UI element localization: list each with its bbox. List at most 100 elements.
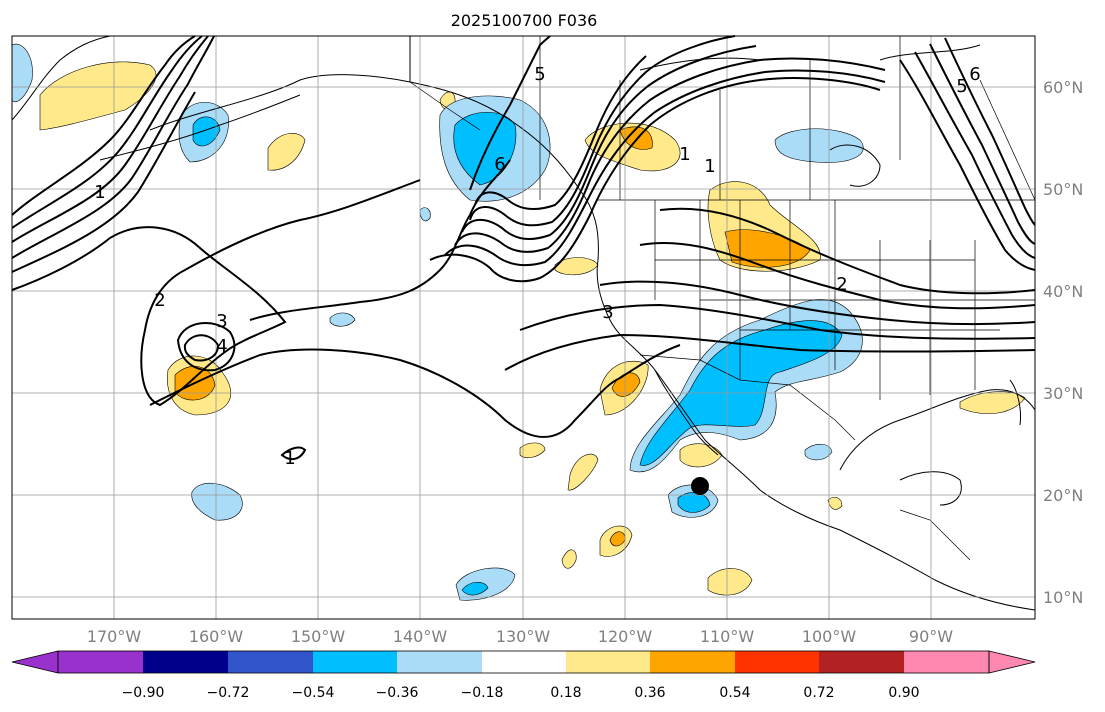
contour-ridge-5: [469, 35, 736, 227]
contour-west-jet-3: [11, 35, 209, 243]
negative-anomaly-small-pacific: [329, 312, 356, 327]
colorbar-tick-label: −0.18: [461, 685, 504, 701]
contour-big-loop: [149, 344, 681, 438]
colorbar-segment: [819, 651, 905, 673]
lon-tick-label: 140°W: [393, 627, 448, 646]
contour-ne-trough-1: [899, 59, 1036, 271]
negative-anomaly-tropics-core: [461, 581, 489, 596]
colorbar-under-extension: [11, 650, 59, 674]
lat-tick-label: 40°N: [1043, 282, 1083, 301]
colorbar-tick-label: 0.18: [550, 685, 581, 701]
positive-anomaly-small-1: [519, 442, 546, 459]
lon-tick-label: 120°W: [598, 627, 653, 646]
colorbar-tick-label: 0.54: [719, 685, 750, 701]
kamchatka: [11, 35, 111, 121]
colorbar-over-extension: [988, 650, 1036, 674]
colorbar-segment: [228, 651, 314, 673]
colorbar-segment: [397, 651, 483, 673]
colorbar-tick-label: −0.36: [376, 685, 419, 701]
contour-ridge-6: [474, 55, 647, 211]
contour-ne-trough-3: [929, 43, 1036, 245]
canada-provinces: [539, 36, 1036, 201]
coastlines: [11, 35, 1036, 611]
contour-label: 1: [704, 156, 715, 177]
contour-labels: 1 1 1 2 2 3 3 4 5 5 6 6 1: [94, 64, 980, 469]
contour-east-2: [639, 242, 1036, 310]
contour-closed-low-inner: [183, 334, 220, 362]
central-america: [899, 509, 971, 561]
contour-label: 2: [836, 274, 847, 295]
contour-east-1: [659, 207, 1036, 295]
colorbar-labels: −0.90 −0.72 −0.54 −0.36 −0.18 0.18 0.36 …: [122, 685, 920, 701]
baja-peninsula: [654, 369, 719, 456]
lon-tick-label: 110°W: [700, 627, 755, 646]
contour-label: 3: [602, 302, 613, 323]
gulf-of-mexico-coast: [839, 389, 1036, 471]
us-mexico-border: [639, 354, 856, 441]
political-borders: [409, 36, 1036, 561]
negative-anomaly-hudson: [774, 128, 864, 163]
colorbar-segment: [735, 651, 821, 673]
yucatan: [899, 471, 962, 506]
lon-tick-label: 100°W: [802, 627, 857, 646]
lat-tick-label: 10°N: [1043, 588, 1083, 607]
longitude-axis: 170°W 160°W 150°W 140°W 130°W 120°W 110°…: [87, 627, 953, 646]
positive-anomaly-small-3: [827, 497, 843, 510]
contour-alaska-loop: [469, 35, 551, 191]
colorbar-segment: [143, 651, 229, 673]
hudson-bay: [829, 144, 881, 187]
contour-ridge-4: [461, 45, 757, 241]
contour-hawaii-small: [280, 446, 307, 461]
colorbar-frame: [57, 650, 990, 674]
alaska-coast: [149, 74, 599, 261]
contour-label: 1: [679, 144, 690, 165]
colorbar-tick-label: 0.90: [888, 685, 919, 701]
colorbar-tick-label: 0.36: [634, 685, 665, 701]
positive-anomaly-bc-core: [619, 126, 653, 150]
colorbar-tick-label: −0.72: [207, 685, 250, 701]
negative-anomaly-aleutian-core: [192, 116, 221, 147]
contour-label: 2: [154, 290, 165, 311]
colorbar-segment: [58, 651, 144, 673]
contours: [11, 35, 1036, 461]
contour-ne-trough-2: [914, 51, 1036, 259]
contour-west-jet-5: [11, 91, 196, 273]
map-panel: 1 1 1 2 2 3 3 4 5 5 6 6 1: [11, 35, 1036, 620]
contour-trough-outer: [11, 179, 421, 407]
colorbar-tick-label: −0.90: [122, 685, 165, 701]
negative-anomaly-gulf-mexico: [804, 443, 833, 461]
contour-label: 6: [494, 154, 505, 175]
colorbar-segment: [482, 651, 568, 673]
lon-tick-label: 170°W: [87, 627, 142, 646]
contour-east-4: [519, 303, 1036, 340]
latitude-axis: 60°N 50°N 40°N 30°N 20°N 10°N: [1043, 78, 1083, 607]
contour-east-5: [504, 333, 1036, 371]
positive-anomaly-tropics-1: [567, 453, 599, 491]
contour-ridge-1: [429, 77, 881, 283]
negative-anomaly-small-2: [419, 207, 431, 222]
negative-anomaly-hawaii: [191, 483, 243, 521]
florida: [1009, 379, 1021, 426]
contour-label: 1: [284, 448, 295, 469]
contour-label: 1: [94, 182, 105, 203]
lon-tick-label: 130°W: [496, 627, 551, 646]
contour-west-jet-4: [11, 35, 215, 259]
colorbar-tick-label: −0.54: [292, 685, 335, 701]
lon-tick-label: 160°W: [189, 627, 244, 646]
map-title: 2025100700 F036: [451, 11, 598, 30]
contour-ridge-2: [444, 69, 886, 267]
contour-label: 3: [216, 311, 227, 332]
lon-tick-label: 150°W: [291, 627, 346, 646]
us-states: [654, 200, 1035, 400]
contour-west-jet-1: [11, 35, 196, 216]
storm-center-marker: [691, 477, 709, 495]
colorbar-segment: [904, 651, 989, 673]
colorbar-segments: [58, 651, 989, 673]
contour-ne-trough-4: [944, 37, 1036, 226]
lat-tick-label: 50°N: [1043, 180, 1083, 199]
colorbar: −0.90 −0.72 −0.54 −0.36 −0.18 0.18 0.36 …: [11, 650, 1036, 701]
contour-label: 4: [216, 336, 227, 357]
colorbar-segment: [650, 651, 736, 673]
positive-anomaly-gulf-alaska: [267, 133, 306, 171]
